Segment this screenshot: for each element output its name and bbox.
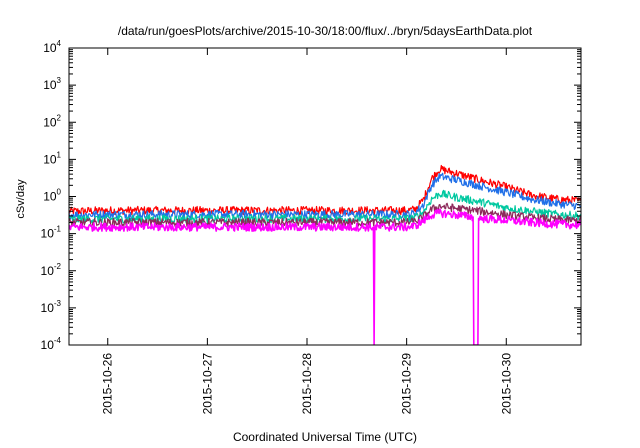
x-axis-label: Coordinated Universal Time (UTC) [233,430,417,444]
y-tick-label: 101 [43,150,61,166]
x-tick-label: 2015-10-28 [300,353,314,415]
y-tick-label: 10-3 [41,299,62,315]
series-line-2 [69,172,581,220]
x-tick-label: 2015-10-26 [101,353,115,415]
y-tick-label: 102 [43,113,61,129]
y-tick-label: 10-4 [41,336,62,352]
y-tick-label: 10-2 [41,262,62,278]
series-line-5 [69,208,581,345]
x-tick-label: 2015-10-30 [499,353,513,415]
plot-frame [68,47,582,346]
y-axis-label: cSv/day [15,179,27,219]
y-axis: 10-4 10-3 10-2 10-1 100 101 102 103 104 [41,39,581,352]
series-line-4 [69,202,581,228]
chart-title: /data/run/goesPlots/archive/2015-10-30/1… [118,24,533,38]
y-tick-label: 100 [43,188,61,204]
x-axis: 2015-10-26 2015-10-27 2015-10-28 2015-10-29… [101,48,513,415]
x-tick-label: 2015-10-27 [200,353,214,415]
y-tick-label: 103 [43,76,61,92]
series-layer [69,164,581,345]
y-tick-label: 104 [43,39,61,55]
y-tick-label: 10-1 [41,225,62,241]
x-tick-label: 2015-10-29 [400,353,414,415]
